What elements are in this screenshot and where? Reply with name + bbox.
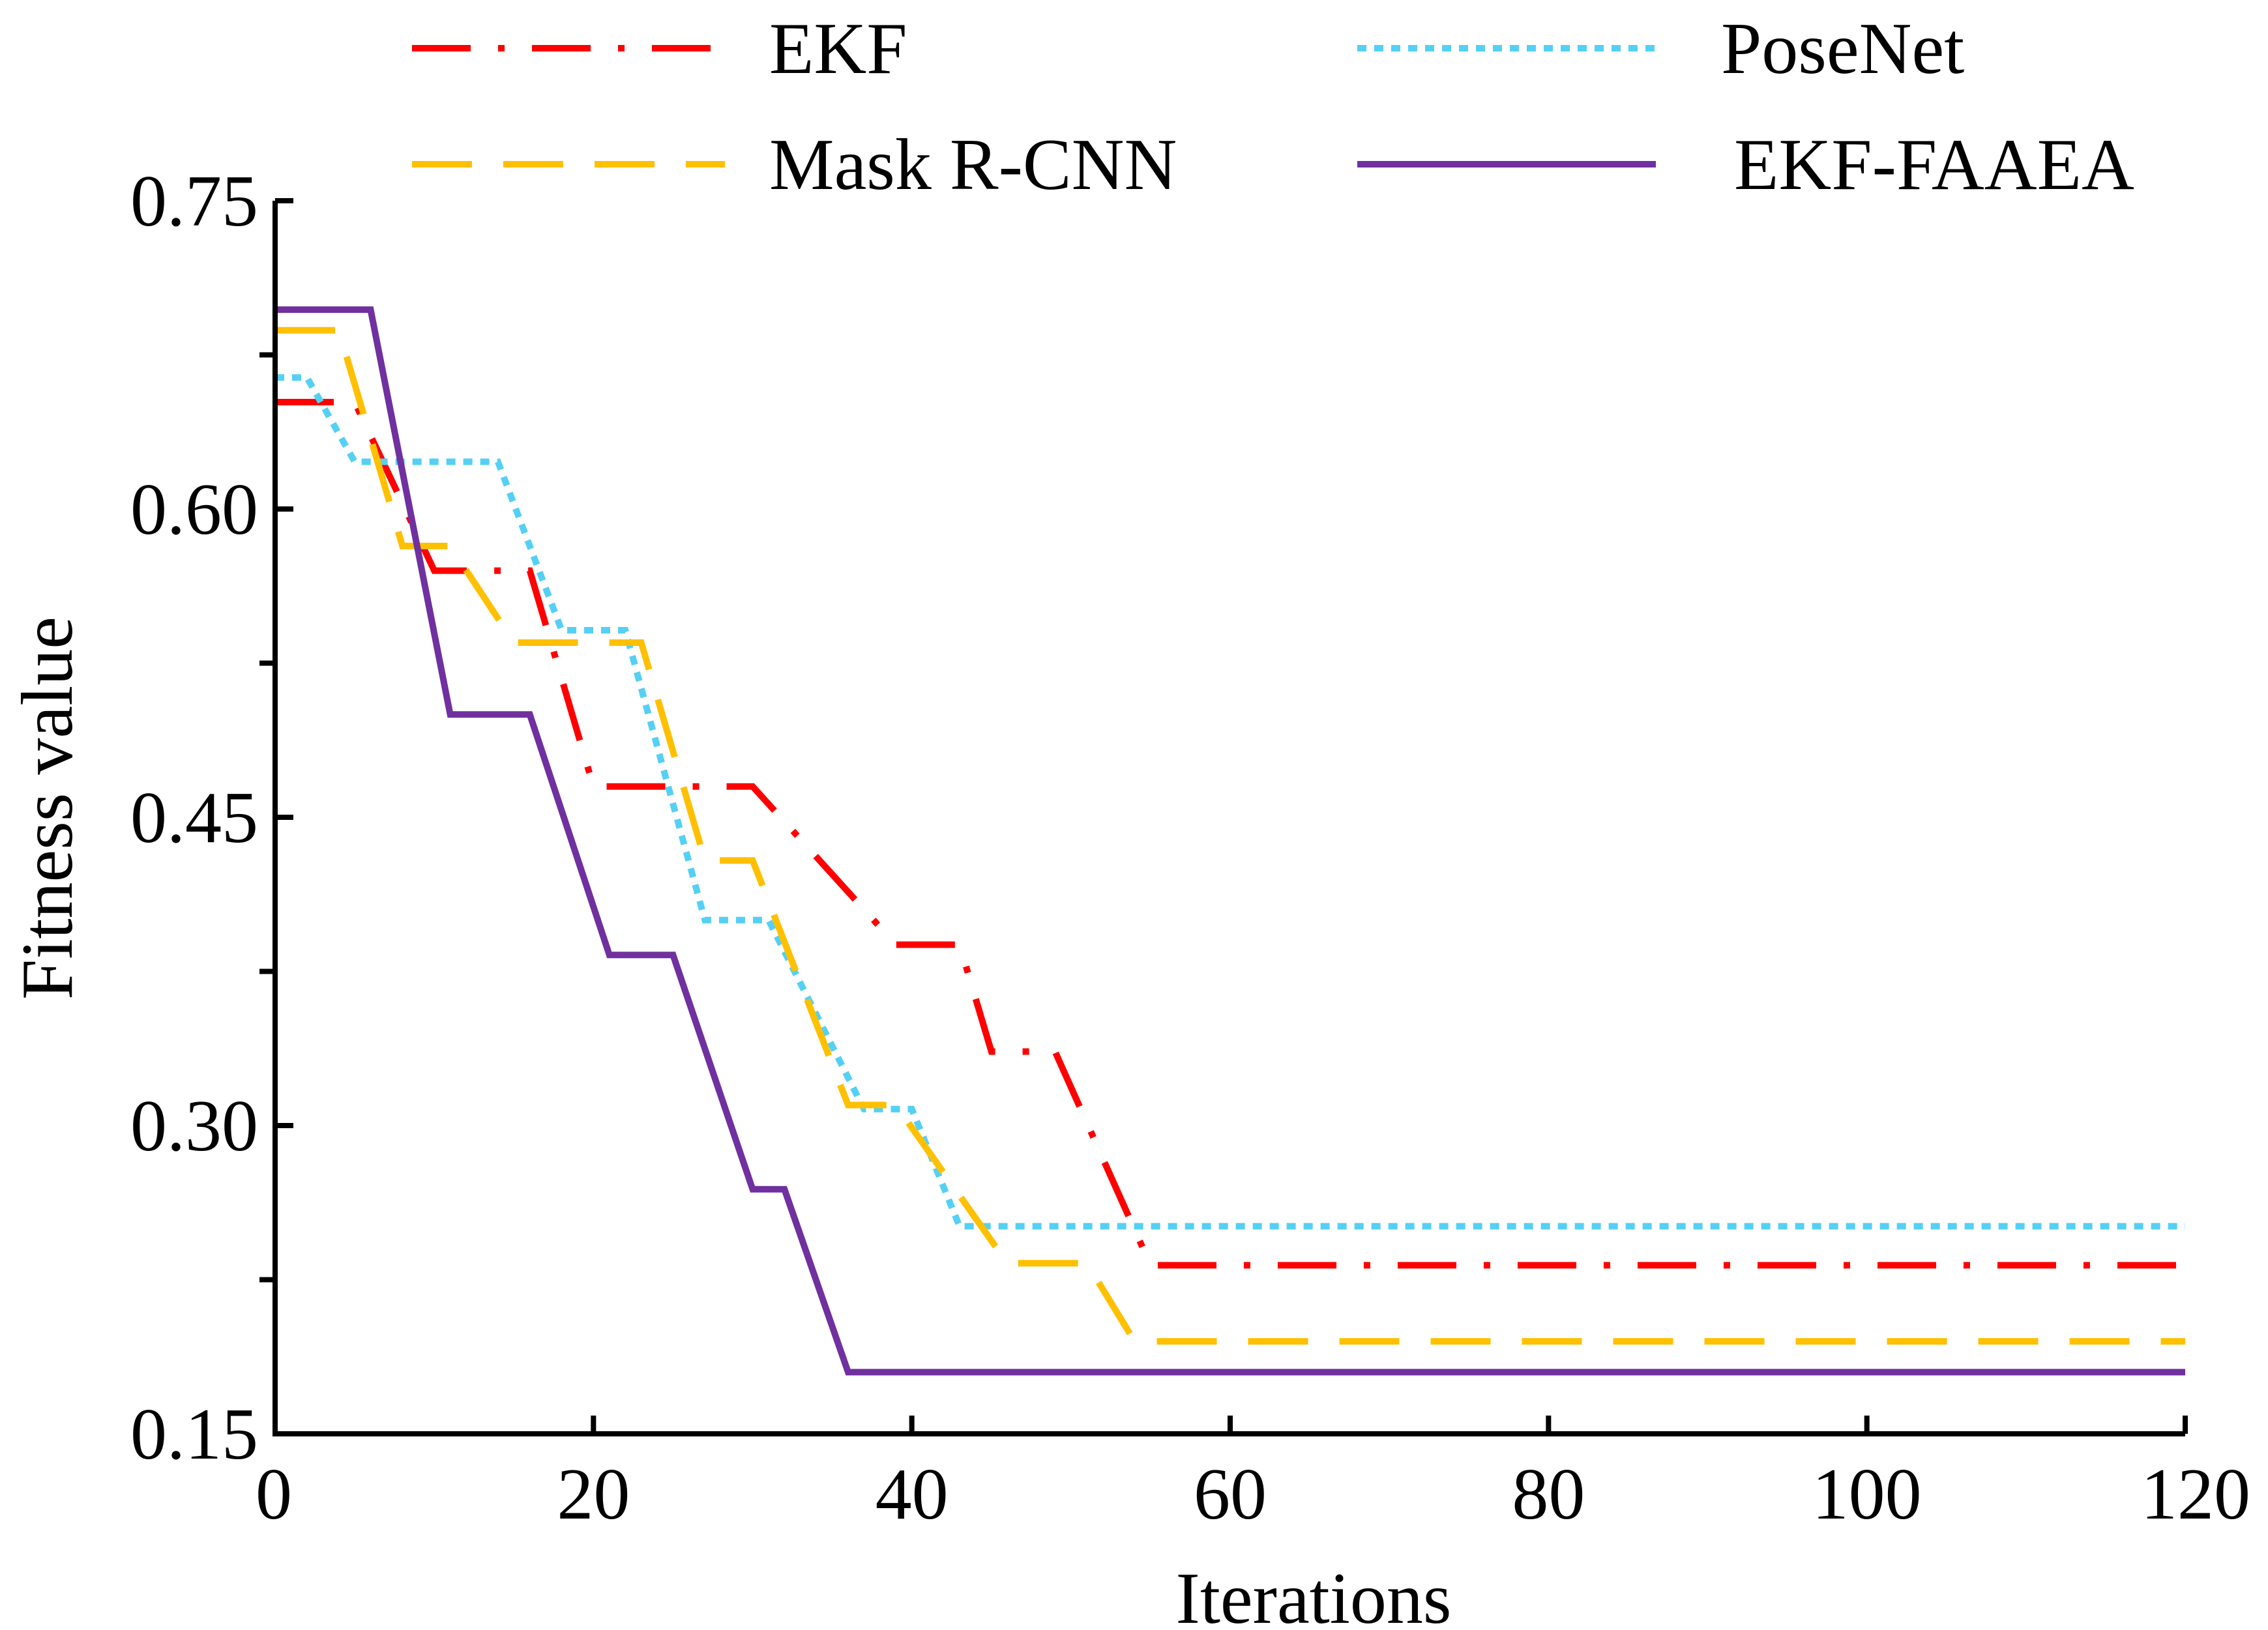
- x-tick-label: 80: [1512, 1454, 1585, 1535]
- legend-label-mask-r-cnn: Mask R-CNN: [769, 124, 1177, 205]
- y-tick-label: 0.60: [130, 469, 258, 550]
- series-layer: [275, 306, 2185, 1376]
- series-line-posenet: [275, 374, 2185, 1230]
- legend-label-ekf-faaea: EKF-FAAEA: [1734, 124, 2134, 205]
- x-tick-label: 0: [256, 1454, 292, 1535]
- series-line-ekf: [275, 399, 2185, 1269]
- y-tick-label: 0.15: [130, 1394, 258, 1475]
- x-tick-label: 120: [2141, 1454, 2250, 1535]
- axes: 0.15 0.30 0.45 0.60 0.75 0 20 40 60 80 100 120: [130, 161, 2250, 1535]
- x-tick-label: 40: [876, 1454, 949, 1535]
- x-tick-label: 100: [1812, 1454, 1922, 1535]
- y-tick-label: 0.45: [130, 778, 258, 858]
- y-tick-label: 0.75: [130, 161, 258, 242]
- series-line-ekf-faaea: [275, 306, 2185, 1376]
- x-tick-label: 60: [1194, 1454, 1267, 1535]
- y-axis-title: Fitness value: [7, 617, 88, 1000]
- legend: EKF PoseNet Mask R-CNN EKF-FAAEA: [412, 8, 2134, 205]
- x-axis-title: Iterations: [1176, 1558, 1452, 1630]
- x-tick-label: 20: [557, 1454, 630, 1535]
- legend-label-posenet: PoseNet: [1721, 8, 1964, 89]
- legend-label-ekf: EKF: [769, 8, 907, 89]
- y-tick-label: 0.30: [130, 1086, 258, 1167]
- series-line-mask-r-cnn: [275, 327, 2185, 1345]
